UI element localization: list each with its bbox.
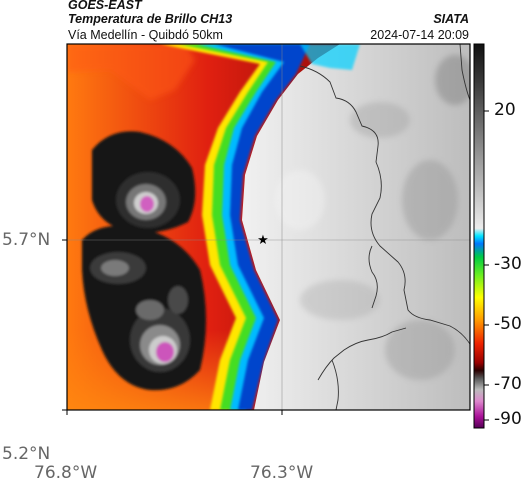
colorbar-label: -50 xyxy=(494,314,522,334)
colorbar-label: 20 xyxy=(494,100,516,120)
plot-frame xyxy=(66,43,471,411)
organization-label: SIATA xyxy=(433,12,469,26)
colorbar-label: -90 xyxy=(494,409,522,429)
timestamp: 2024-07-14 20:09 xyxy=(370,28,469,42)
lat-tick-label: 5.7°N xyxy=(2,230,51,250)
colorbar-label: -30 xyxy=(494,254,522,274)
lon-tick-label: 76.8°W xyxy=(34,463,98,483)
product-title: Temperatura de Brillo CH13 xyxy=(68,12,233,26)
colorbar-label: -70 xyxy=(494,374,522,394)
star-icon: ★ xyxy=(257,233,269,248)
lon-tick-label: 76.3°W xyxy=(250,463,314,483)
lat-tick-label: 5.2°N xyxy=(2,444,51,464)
region-subtitle: Vía Medellín - Quibdó 50km xyxy=(68,28,223,42)
satellite-label: GOES-EAST xyxy=(68,0,142,12)
colorbar xyxy=(473,43,485,429)
